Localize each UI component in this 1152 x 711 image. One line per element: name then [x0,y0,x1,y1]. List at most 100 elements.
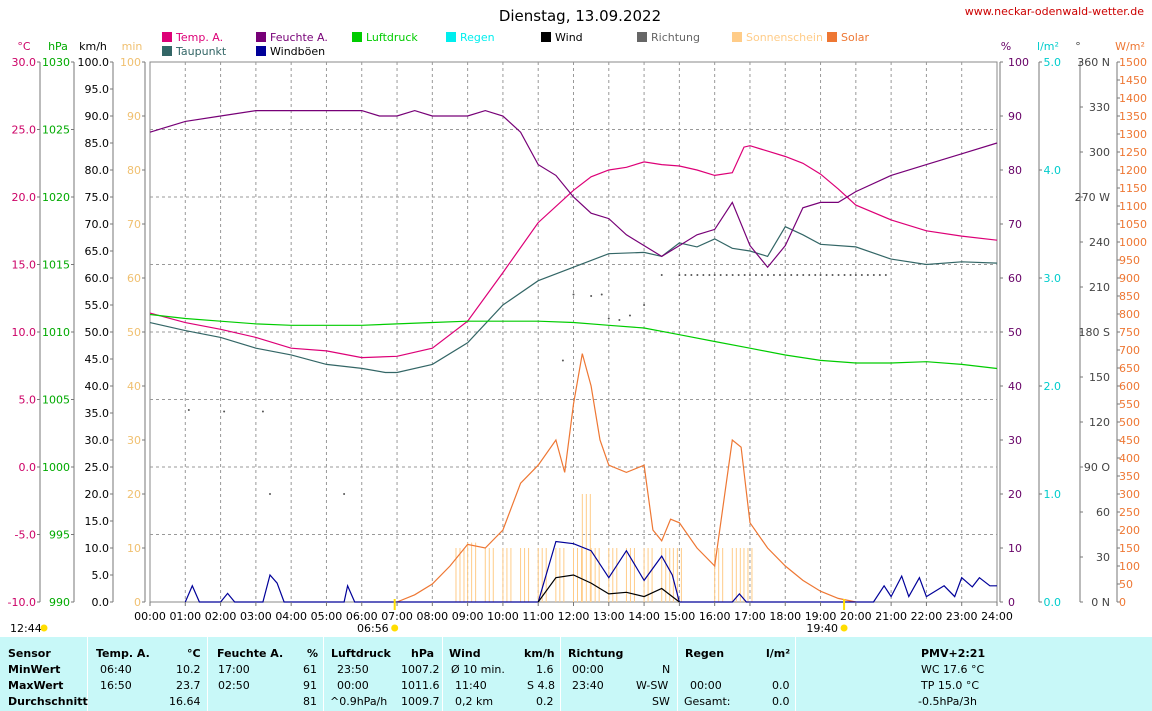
tick-label-sunshine: 20 [127,488,141,501]
tick-label-direction: 0 N [1091,596,1110,609]
direction-point [754,274,757,276]
unit-label-sunshine: min [122,40,143,53]
direction-point [837,274,840,276]
tick-label-pressure: 1030 [42,56,70,69]
x-tick-label: 07:00 [381,610,413,623]
unit-label-solar: W/m² [1115,40,1145,53]
stats-press-max-value: 1011.6 [401,679,440,692]
stats-temp-min-time: 06:40 [100,663,132,676]
unit-label-temp: °C [17,40,31,53]
stats-wind-mean-value: 0.2 [536,695,554,708]
direction-point [737,274,740,276]
tick-label-rain: 4.0 [1044,164,1062,177]
tick-label-solar: 850 [1119,290,1140,303]
x-tick-label: 00:00 [134,610,166,623]
stats-dir-avg-value: SW [652,695,670,708]
stats-rain-max-value: 0.0 [772,679,790,692]
x-tick-label: 05:00 [311,610,343,623]
tick-label-humidity: 80 [1008,164,1022,177]
stats-dir-min-value: N [662,663,671,676]
stats-header-direction: Richtung [568,647,624,660]
direction-point [678,274,681,276]
tick-label-solar: 1050 [1119,218,1147,231]
tick-label-humidity: 0 [1008,596,1015,609]
tick-label-wind: 15.0 [85,515,110,528]
direction-point [719,274,722,276]
tick-label-sunshine: 60 [127,272,141,285]
direction-point [772,274,775,276]
tick-label-direction: 300 [1089,146,1110,159]
x-axis: 00:00 01:00 02:00 03:00 04:00 05:00 06:00 07:00… [10,599,1013,635]
x-tick-label: 02:00 [205,610,237,623]
direction-point [725,274,728,276]
tick-label-wind: 55.0 [85,299,110,312]
legend-swatch [162,46,172,56]
tick-label-solar: 350 [1119,470,1140,483]
tick-label-solar: 700 [1119,344,1140,357]
tick-label-rain: 5.0 [1044,56,1062,69]
direction-point [607,317,610,320]
tick-label-humidity: 10 [1008,542,1022,555]
stats-wind-max-time: 11:40 [455,679,487,692]
x-tick-label: 10:00 [487,610,519,623]
tick-label-solar: 1150 [1119,182,1147,195]
stats-table: Sensor Temp. A. °C Feuchte A. % Luftdruc… [0,637,1152,711]
direction-point [802,274,805,276]
legend-swatch [637,32,647,42]
direction-point [860,274,863,276]
stats-hum-max-time: 02:50 [218,679,250,692]
direction-point [618,319,621,321]
direction-point [766,274,769,276]
tick-label-direction: 180 S [1079,326,1110,339]
direction-point [748,274,751,276]
tick-label-pressure: 990 [49,596,70,609]
source-link[interactable]: www.neckar-odenwald-wetter.de [965,5,1145,18]
legend-label: Solar [841,31,870,44]
stats-wind-max-value: S 4.8 [527,679,555,692]
stats-row-label-min: MinWert [8,663,61,676]
tick-label-humidity: 90 [1008,110,1022,123]
tick-label-temp: 10.0 [12,326,37,339]
direction-point [814,274,817,276]
legend-label: Windböen [270,45,325,58]
tick-label-wind: 10.0 [85,542,110,555]
tick-label-solar: 900 [1119,272,1140,285]
x-tick-label: 14:00 [628,610,660,623]
x-tick-label: 13:00 [593,610,625,623]
stats-header-humidity-unit: % [307,647,319,660]
stats-header-temp: Temp. A. [96,647,150,660]
tick-label-solar: 1250 [1119,146,1147,159]
direction-point [643,304,646,306]
tick-label-sunshine: 70 [127,218,141,231]
stats-header-temp-unit: °C [187,647,201,660]
stats-temp-avg-value: 16.64 [169,695,201,708]
axis-unit-labels: °C hPa km/h min% l/m² ° W/m² [17,40,1144,53]
stats-rain-max-time: 00:00 [690,679,722,692]
tick-label-temp: 30.0 [12,56,37,69]
tick-label-solar: 0 [1119,596,1126,609]
tick-label-humidity: 60 [1008,272,1022,285]
series-line-windb-en [184,540,997,603]
tick-label-wind: 20.0 [85,488,110,501]
tick-label-direction: 330 [1089,101,1110,114]
stats-press-min-value: 1007.2 [401,663,440,676]
tick-label-rain: 2.0 [1044,380,1062,393]
tick-label-wind: 65.0 [85,245,110,258]
tick-label-wind: 5.0 [92,569,110,582]
stats-press-min-time: 23:50 [337,663,369,676]
tick-label-direction: 240 [1089,236,1110,249]
tick-label-humidity: 30 [1008,434,1022,447]
legend-label: Temp. A. [175,31,223,44]
stats-header-pressure-unit: hPa [411,647,435,660]
tick-label-temp: 5.0 [19,394,37,407]
direction-point [702,274,705,276]
tick-label-solar: 1300 [1119,128,1147,141]
legend-label: Luftdruck [366,31,418,44]
stats-wind-avg-label: Ø 10 min. [451,663,505,676]
tick-label-solar: 1350 [1119,110,1147,123]
stats-wind-distance: 0,2 km [455,695,494,708]
stats-temp-min-value: 10.2 [176,663,201,676]
x-tick-label: 11:00 [522,610,554,623]
tick-label-pressure: 1005 [42,394,70,407]
tick-label-humidity: 50 [1008,326,1022,339]
